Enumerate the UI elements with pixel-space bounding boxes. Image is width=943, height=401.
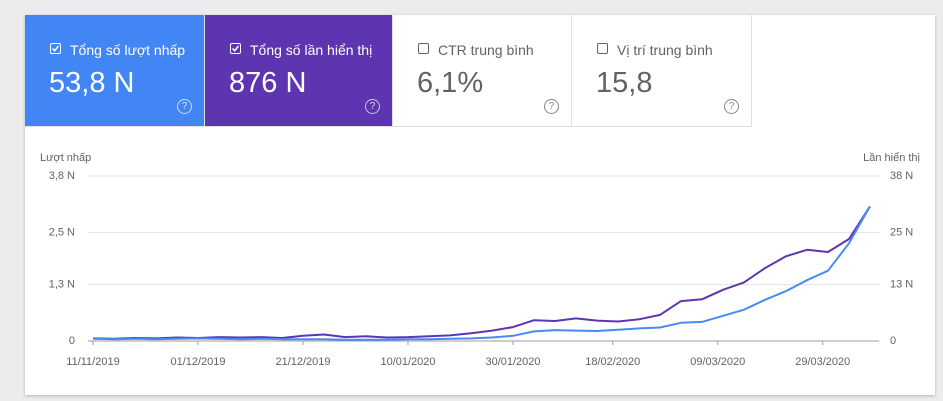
x-tick-label: 01/12/2019 xyxy=(170,356,225,368)
y2-tick-label: 0 xyxy=(890,335,896,347)
metric-label: CTR trung bình xyxy=(438,42,534,58)
metric-label: Tổng số lượt nhấp xyxy=(70,42,186,58)
metric-label: Tổng số lần hiển thị xyxy=(250,42,373,58)
checkbox-checked[interactable] xyxy=(50,43,61,54)
series-line xyxy=(92,205,871,341)
x-tick-label: 10/01/2020 xyxy=(380,356,435,368)
x-tick-label: 18/02/2020 xyxy=(585,356,640,368)
metric-value: 6,1% xyxy=(417,67,484,99)
help-icon[interactable]: ? xyxy=(177,99,192,114)
checkbox-checked[interactable] xyxy=(230,43,241,54)
metric-card[interactable]: Vị trí trung bình 15,8? xyxy=(572,15,752,127)
y2-tick-label: 38 N xyxy=(890,170,913,182)
metric-card[interactable]: CTR trung bình 6,1%? xyxy=(393,15,572,127)
y2-tick-label: 25 N xyxy=(890,226,913,238)
x-tick-label: 21/12/2019 xyxy=(275,356,330,368)
metric-card[interactable]: Tổng số lượt nhấp 53,8 N? xyxy=(25,15,205,127)
series-line xyxy=(92,205,871,340)
metric-label: Vị trí trung bình xyxy=(617,42,713,58)
x-tick-label: 30/01/2020 xyxy=(485,356,540,368)
help-icon[interactable]: ? xyxy=(724,99,739,114)
y-tick-label: 1,3 N xyxy=(49,278,75,290)
performance-panel: Tổng số lượt nhấp 53,8 N? Tổng số lần hiển… xyxy=(25,15,935,395)
y-tick-label: 2,5 N xyxy=(49,226,75,238)
metric-value: 53,8 N xyxy=(49,67,135,99)
y2-axis-label: Lần hiển thị xyxy=(863,152,920,164)
help-icon[interactable]: ? xyxy=(544,99,559,114)
check-mark xyxy=(231,45,240,52)
checkbox[interactable] xyxy=(418,43,429,54)
help-icon[interactable]: ? xyxy=(365,99,380,114)
metric-card[interactable]: Tổng số lần hiển thị 876 N? xyxy=(205,15,393,127)
y-tick-label: 3,8 N xyxy=(49,170,75,182)
y-axis-label: Lượt nhấp xyxy=(40,152,91,164)
x-tick-label: 29/03/2020 xyxy=(795,356,850,368)
y2-tick-label: 13 N xyxy=(890,278,913,290)
metric-value: 876 N xyxy=(229,67,307,99)
x-tick-label: 11/11/2019 xyxy=(66,356,119,368)
checkbox[interactable] xyxy=(597,43,608,54)
x-tick-label: 09/03/2020 xyxy=(690,356,745,368)
metric-value: 15,8 xyxy=(596,67,653,99)
y-tick-label: 0 xyxy=(69,335,75,347)
check-mark xyxy=(51,45,60,52)
